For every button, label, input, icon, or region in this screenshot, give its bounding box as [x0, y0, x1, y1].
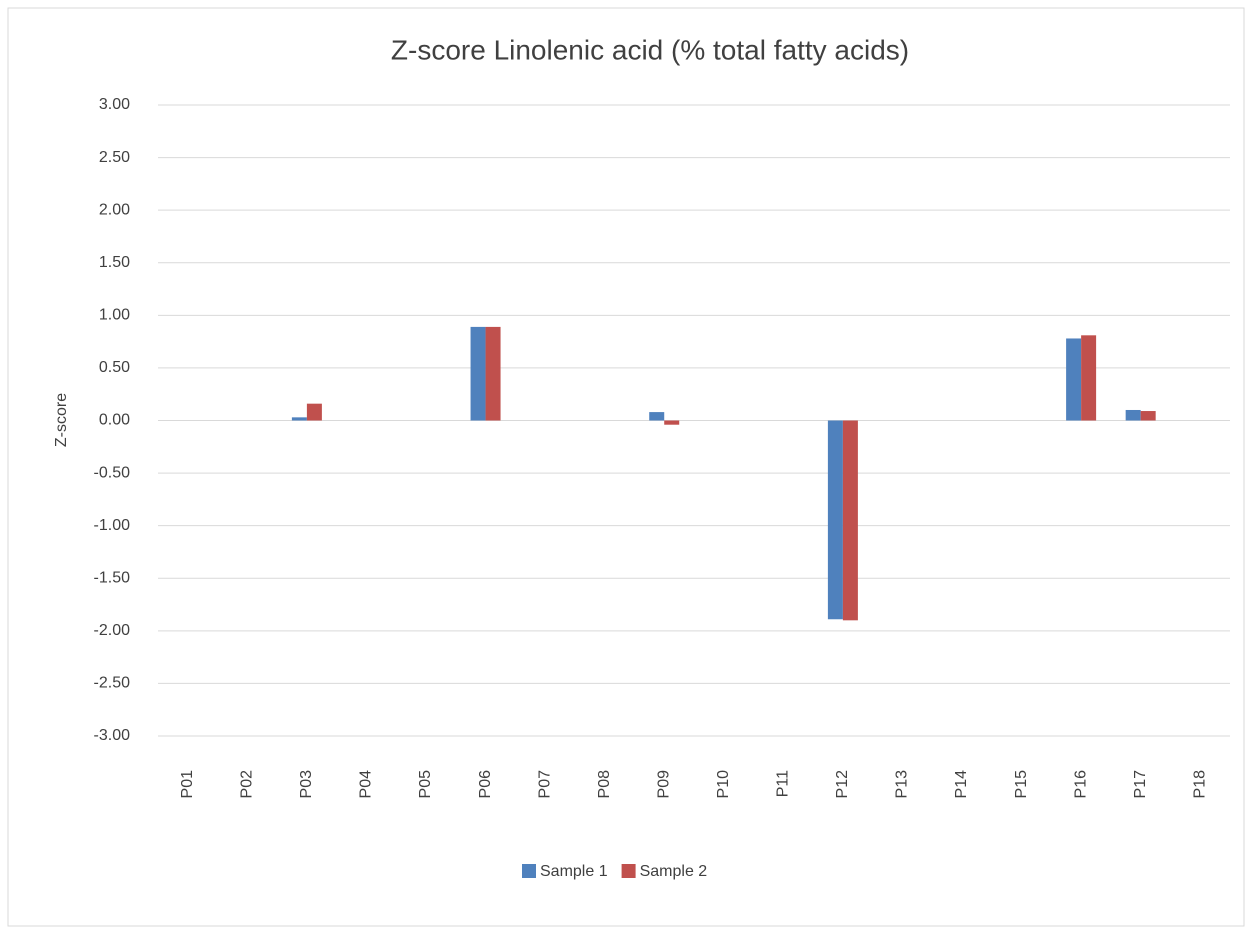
y-tick-label: -2.00: [94, 622, 131, 639]
y-tick-label: -0.50: [94, 464, 131, 481]
y-tick-label: 0.50: [99, 359, 130, 376]
x-tick-label: P05: [417, 770, 434, 799]
bar: [306, 403, 322, 421]
legend-label: Sample 2: [640, 863, 708, 880]
x-tick-label: P09: [655, 770, 672, 799]
x-tick-label: P11: [775, 770, 792, 797]
x-tick-label: P16: [1072, 770, 1089, 799]
x-tick-label: P07: [536, 770, 553, 799]
bar: [291, 417, 307, 421]
chart-title: Z-score Linolenic acid (% total fatty ac…: [391, 34, 909, 65]
x-tick-label: P02: [239, 770, 256, 799]
y-tick-label: -2.50: [94, 675, 131, 692]
bar: [664, 420, 680, 425]
bar: [827, 420, 843, 620]
legend-swatch: [621, 864, 636, 878]
y-tick-label: -3.00: [94, 727, 131, 744]
bar: [1081, 335, 1097, 421]
x-tick-label: P18: [1191, 770, 1208, 799]
legend-swatch: [522, 864, 536, 878]
x-tick-label: P15: [1013, 770, 1030, 799]
x-tick-label: P08: [596, 770, 613, 799]
y-tick-label: 2.00: [99, 201, 130, 218]
y-tick-label: 0.00: [99, 412, 130, 429]
bar: [649, 412, 665, 421]
y-tick-label: 1.00: [99, 307, 130, 324]
legend-label: Sample 1: [540, 863, 608, 880]
chart-border: [7, 7, 1245, 927]
x-tick-label: P06: [477, 770, 494, 799]
x-tick-label: P04: [358, 770, 375, 799]
x-tick-label: P17: [1132, 770, 1149, 799]
x-tick-label: P01: [179, 770, 196, 799]
bar: [1125, 409, 1141, 421]
x-tick-label: P10: [715, 770, 732, 799]
x-tick-label: P14: [953, 770, 970, 799]
x-tick-label: P12: [834, 770, 851, 799]
x-tick-label: P03: [298, 770, 315, 799]
bar: [1140, 411, 1156, 421]
bar: [485, 326, 501, 421]
y-tick-label: 3.00: [99, 96, 130, 113]
bar: [1066, 338, 1082, 421]
y-axis-label: Z-score: [53, 393, 70, 447]
y-tick-label: 2.50: [99, 149, 130, 166]
y-tick-label: 1.50: [99, 254, 130, 271]
x-tick-label: P13: [894, 770, 911, 799]
bar: [470, 326, 486, 421]
y-tick-label: -1.00: [94, 517, 131, 534]
y-tick-label: -1.50: [94, 569, 131, 586]
bar: [842, 420, 858, 621]
